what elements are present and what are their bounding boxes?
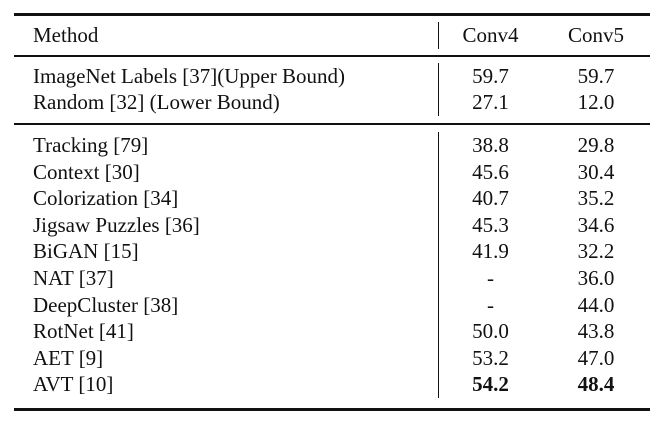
bounds-section: ImageNet Labels [37](Upper Bound) 59.7 5… (14, 57, 650, 126)
column-header-conv4: Conv4 (438, 22, 542, 49)
conv5-cell: 34.6 (577, 212, 615, 237)
conv5-cell: 29.8 (577, 132, 615, 157)
conv4-cell: 50.0 (438, 318, 542, 345)
method-cell: Random [32] (Lower Bound) (33, 90, 280, 115)
method-cell: Jigsaw Puzzles [36] (33, 212, 200, 237)
conv4-cell: - (438, 291, 542, 319)
table-row: BiGAN [15] 41.9 32.2 (14, 238, 650, 266)
conv4-cell: 45.6 (438, 158, 542, 186)
method-cell: AVT [10] (33, 372, 114, 397)
method-cell: RotNet [41] (33, 319, 134, 344)
conv4-cell: 41.9 (438, 238, 542, 266)
conv5-cell: 59.7 (577, 63, 615, 88)
conv5-cell: 35.2 (577, 186, 615, 211)
column-header-method: Method (33, 23, 99, 47)
method-cell: DeepCluster [38] (33, 292, 179, 317)
table-header-section: Method Conv4 Conv5 (14, 16, 650, 57)
table-row: ImageNet Labels [37](Upper Bound) 59.7 5… (14, 63, 650, 90)
conv4-cell: 54.2 (438, 371, 542, 399)
conv5-cell: 32.2 (577, 239, 615, 264)
method-cell: BiGAN [15] (33, 239, 139, 264)
conv4-cell: 59.7 (438, 63, 542, 90)
table-row: NAT [37] - 36.0 (14, 265, 650, 292)
method-cell: AET [9] (33, 345, 104, 370)
conv5-cell: 48.4 (577, 372, 615, 397)
method-cell: Tracking [79] (33, 132, 149, 157)
conv4-cell: 38.8 (438, 132, 542, 159)
table-row: Jigsaw Puzzles [36] 45.3 34.6 (14, 211, 650, 239)
conv4-cell: 53.2 (438, 344, 542, 372)
conv4-cell: - (438, 265, 542, 292)
table-row: Random [32] (Lower Bound) 27.1 12.0 (14, 89, 650, 117)
conv4-cell: 40.7 (438, 185, 542, 212)
header-row: Method Conv4 Conv5 (14, 22, 650, 49)
column-header-conv5: Conv5 (567, 23, 624, 47)
table-row: DeepCluster [38] - 44.0 (14, 291, 650, 319)
table-row: AET [9] 53.2 47.0 (14, 344, 650, 372)
conv5-cell: 30.4 (577, 159, 615, 184)
method-cell: Context [30] (33, 159, 140, 184)
conv4-cell: 45.3 (438, 211, 542, 239)
table-row: Colorization [34] 40.7 35.2 (14, 185, 650, 212)
table-row: AVT [10] 54.2 48.4 (14, 371, 650, 399)
method-cell: ImageNet Labels [37](Upper Bound) (33, 63, 345, 88)
conv5-cell: 43.8 (577, 319, 615, 344)
conv5-cell: 44.0 (577, 292, 615, 317)
conv5-cell: 12.0 (577, 90, 615, 115)
table-row: Tracking [79] 38.8 29.8 (14, 132, 650, 159)
method-cell: NAT [37] (33, 265, 114, 290)
method-cell: Colorization [34] (33, 186, 179, 211)
table-row: Context [30] 45.6 30.4 (14, 158, 650, 186)
results-table: Method Conv4 Conv5 ImageNet Labels [37](… (14, 13, 650, 412)
conv5-cell: 36.0 (577, 265, 615, 290)
table-row: RotNet [41] 50.0 43.8 (14, 318, 650, 345)
conv4-cell: 27.1 (438, 89, 542, 117)
methods-section: Tracking [79] 38.8 29.8 Context [30] 45.… (14, 125, 650, 408)
conv5-cell: 47.0 (577, 345, 615, 370)
